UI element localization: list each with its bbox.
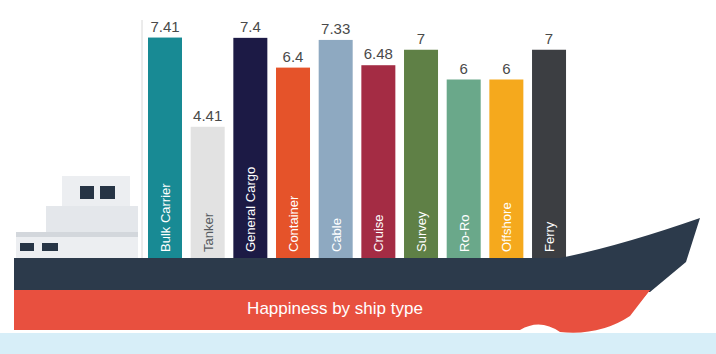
water [0,333,716,354]
bar [447,80,481,259]
data-label: 7 [545,30,553,47]
category-label: Cable [329,218,344,252]
cabin-window [20,243,34,251]
data-label: 7.41 [150,18,179,35]
cabin-window [80,186,94,199]
bar [233,38,267,258]
category-label: Ferry [542,221,557,252]
category-label: Container [286,195,301,252]
bar [276,68,310,258]
category-label: Cruise [371,214,386,252]
cabin-middle [46,206,138,234]
data-label: 4.41 [193,107,222,124]
cabin-rail [16,232,138,237]
data-label: 6 [502,60,510,77]
y-axis-line [142,20,143,258]
cabin-window [42,243,58,251]
chart-title: Happiness by ship type [247,299,423,318]
data-label: 6 [460,60,468,77]
category-label: Survey [414,211,429,252]
hull-band [14,290,650,333]
category-label: General Cargo [243,167,258,252]
bar [191,127,225,258]
bar [489,80,523,259]
hull [14,218,700,292]
data-label: 6.4 [283,48,304,65]
labels: 7.41 Bulk Carrier 4.41 Tanker 7.4 General Car… [150,18,557,252]
data-label: 7.33 [321,20,350,37]
category-label: Bulk Carrier [158,183,173,252]
cabin-window [100,186,115,199]
chart-svg: 7.41 Bulk Carrier 4.41 Tanker 7.4 General Car… [0,0,716,354]
data-label: 7 [417,30,425,47]
cabin-lower [16,237,138,258]
category-label: Offshore [499,202,514,252]
category-label: Ro-Ro [457,214,472,252]
bar [532,50,566,258]
category-label: Tanker [201,212,216,252]
bar [361,65,395,258]
bar [148,38,182,258]
cabin-top [62,176,130,206]
bar [319,40,353,258]
bar [404,50,438,258]
chart-root: 7.41 Bulk Carrier 4.41 Tanker 7.4 General Car… [0,0,716,354]
data-label: 7.4 [240,18,261,35]
bars [148,38,566,258]
data-label: 6.48 [364,45,393,62]
